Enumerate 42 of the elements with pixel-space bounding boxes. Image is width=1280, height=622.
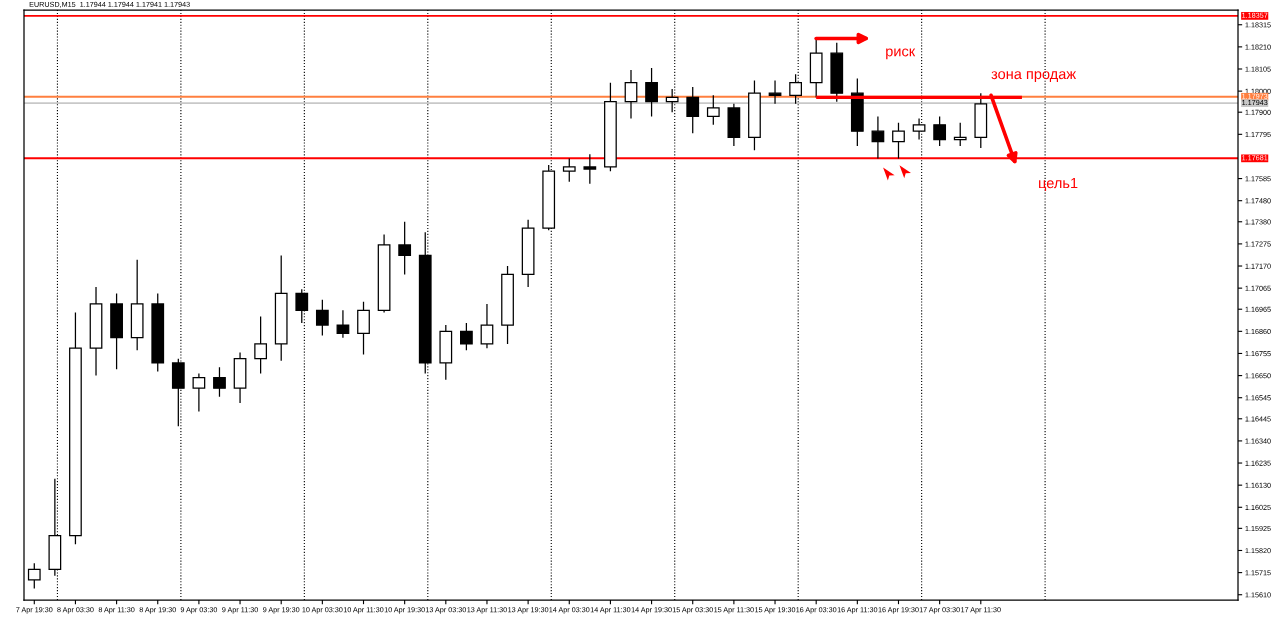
candlestick <box>706 94 720 126</box>
candlestick <box>583 153 597 185</box>
candlestick <box>871 115 885 160</box>
candlestick <box>562 157 576 183</box>
candlestick <box>130 259 144 351</box>
annotation: цель1 <box>1039 178 1078 191</box>
candlestick <box>27 562 41 590</box>
annotation: риск <box>886 48 916 60</box>
candlestick <box>151 292 165 373</box>
candlestick <box>933 115 947 147</box>
candlestick <box>624 69 638 120</box>
candlestick <box>686 86 700 134</box>
candlestick <box>439 324 453 381</box>
candlestick <box>213 366 226 398</box>
candlestick <box>830 42 844 103</box>
candlestick <box>748 79 761 151</box>
candlestick <box>377 233 391 314</box>
candlestick <box>274 254 288 362</box>
candlestick <box>645 67 658 118</box>
candlestick <box>460 322 473 351</box>
candlestick <box>69 311 82 545</box>
candlestick <box>521 219 535 288</box>
annotation: зона продаж <box>991 71 1077 83</box>
candlestick <box>604 82 617 172</box>
candlestick <box>953 122 967 147</box>
candlestick <box>809 37 823 99</box>
candlestick <box>892 122 905 160</box>
candlestick <box>974 92 988 149</box>
candlestick <box>315 299 329 337</box>
candlestick <box>110 292 123 370</box>
candlestick <box>89 286 103 377</box>
candlestick <box>233 351 247 404</box>
candlestick <box>192 372 206 413</box>
candlestick <box>398 221 412 276</box>
candlestick <box>254 315 268 375</box>
candlestick <box>727 103 741 147</box>
candlestick <box>336 309 350 339</box>
candlestick <box>357 301 370 356</box>
candlestick <box>768 79 782 105</box>
candlestick <box>501 265 514 345</box>
candlestick <box>480 303 494 349</box>
candlestick <box>850 77 864 147</box>
